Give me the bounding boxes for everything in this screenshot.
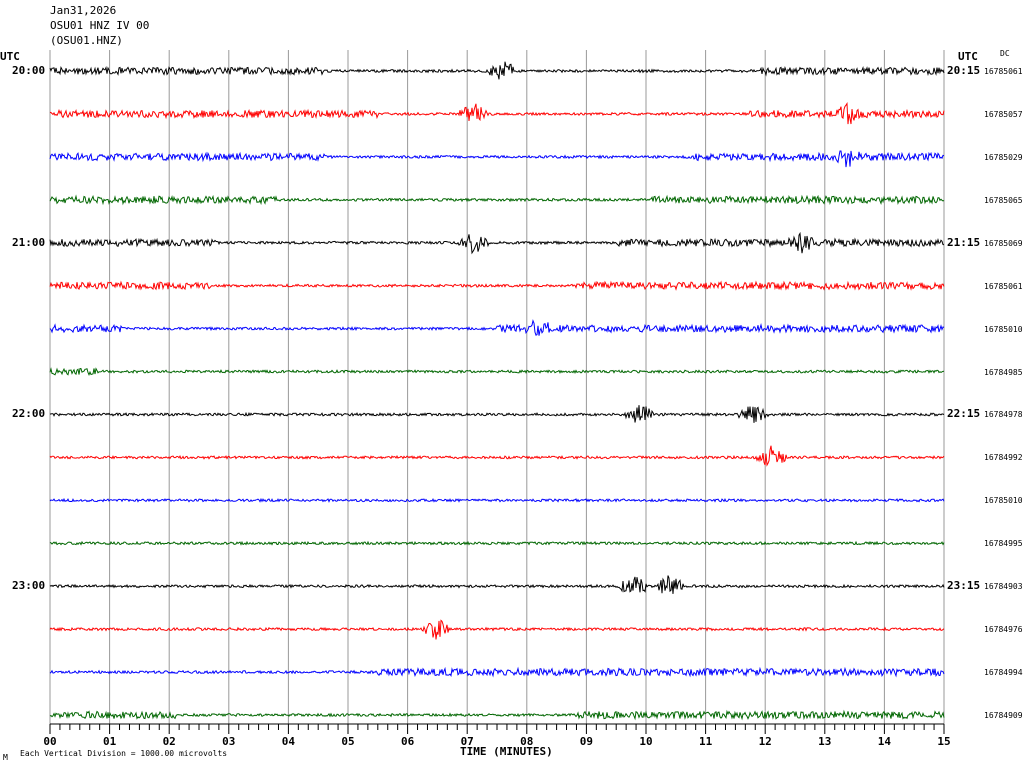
x-tick-label: 09 [580,735,593,748]
dc-offset-label: 16784985 [984,367,1023,377]
trace-line-5 [49,280,945,291]
trace-group [49,61,945,721]
minute-grid [49,50,945,724]
trace-line-7 [49,367,945,377]
x-tick-label: 03 [222,735,235,748]
left-time-label: 21:00 [12,235,46,249]
time-axis: 00 01 02 03 04 05 06 07 08 09 10 11 12 13 14 15 [43,723,951,748]
left-utc-label: UTC [0,50,20,63]
trace-line-15 [49,709,945,721]
x-tick-label: 11 [699,735,713,748]
dc-offset-label: 16784976 [984,625,1023,635]
trace-line-11 [49,540,945,546]
left-time-label: 20:00 [12,64,46,77]
x-tick-label: 06 [401,735,415,748]
trace-line-13 [49,619,945,640]
footer-scale-note: Each Vertical Division = 1000.00 microvo… [20,749,228,758]
x-tick-label: 12 [759,735,772,748]
x-tick-label: 07 [461,735,474,748]
right-time-label: 22:15 [947,407,981,421]
x-tick-label: 04 [282,735,296,748]
dc-offset-label: 16785061 [984,67,1023,76]
right-utc-label: UTC [958,50,978,63]
dc-offset-label: 16785029 [984,152,1023,162]
x-tick-label: 02 [163,735,176,748]
x-tick-label: 13 [818,735,831,748]
dc-offset-label: 16785061 [984,281,1023,291]
x-tick-label: 01 [103,735,117,748]
dc-offset-label: 16784903 [984,582,1023,592]
trace-line-0 [49,61,945,80]
trace-line-3 [49,194,945,206]
dc-offset-label: 16785010 [984,324,1023,334]
trace-line-14 [49,666,945,678]
trace-line-4 [49,231,945,255]
trace-line-1 [49,101,945,125]
trace-line-10 [49,497,945,503]
x-tick-label: 00 [43,735,56,748]
dc-offset-label: 16785069 [984,238,1023,248]
left-time-label: 23:00 [12,579,46,593]
right-time-label: 20:15 [947,64,981,77]
x-tick-label: 10 [639,735,652,748]
dc-label: DC [1000,49,1010,58]
header-date: Jan31,2026 [50,4,117,17]
dc-offset-label: 16784978 [984,410,1023,420]
dc-offset-label: 16784909 [984,711,1023,720]
x-axis-label: TIME (MINUTES) [460,745,553,758]
dc-offset-label: 16784992 [984,453,1023,463]
x-tick-label: 14 [878,735,892,748]
footer-mark: M [3,753,8,762]
trace-line-2 [49,150,945,168]
x-tick-label: 05 [341,735,354,748]
trace-line-6 [49,319,945,336]
dc-offset-label: 16785010 [984,496,1023,506]
x-tick-label: 15 [937,735,950,748]
left-time-label: 22:00 [12,407,46,421]
dc-offset-label: 16785057 [984,109,1023,119]
dc-offset-label: 16785065 [984,195,1023,205]
dc-offset-label: 16784995 [984,539,1023,549]
right-time-label: 21:15 [947,235,981,249]
dc-offset-label: 16784994 [984,668,1023,678]
trace-line-12 [49,575,945,594]
right-time-label: 23:15 [947,579,981,593]
trace-line-8 [49,405,945,423]
header-station: OSU01 HNZ IV 00 [50,19,150,32]
trace-line-9 [49,445,945,467]
x-tick-label: 08 [520,735,533,748]
header-channel: (OSU01.HNZ) [50,34,123,47]
